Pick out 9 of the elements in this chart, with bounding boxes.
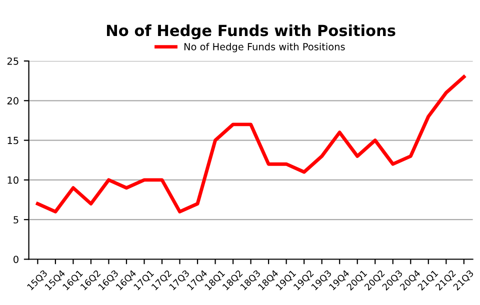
y-tick-label: 5 bbox=[14, 216, 18, 224]
y-tick-label: 15 bbox=[8, 136, 18, 144]
legend-label: No of Hedge Funds with Positions bbox=[184, 42, 345, 52]
chart-title: No of Hedge Funds with Positions bbox=[107, 24, 396, 40]
y-tick-label: 10 bbox=[8, 176, 18, 184]
line-series bbox=[36, 75, 466, 214]
y-tick-label: 0 bbox=[14, 256, 18, 264]
y-tick-label: 25 bbox=[7, 57, 18, 65]
y-tick-label: 20 bbox=[7, 97, 18, 104]
